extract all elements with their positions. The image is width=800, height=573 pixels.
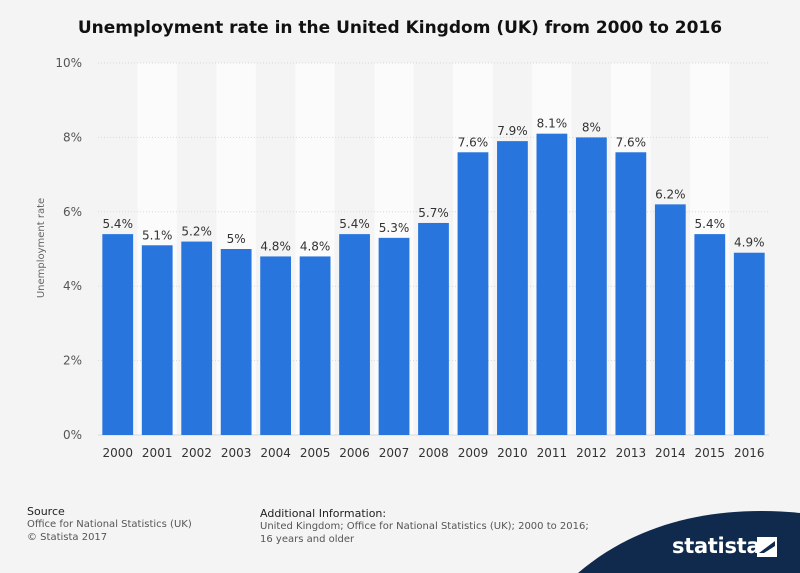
y-tick-label: 4% [63, 279, 82, 293]
bar-value-label: 6.2% [655, 187, 686, 201]
bar [339, 234, 370, 435]
x-tick-label: 2004 [260, 446, 291, 460]
x-tick-label: 2014 [655, 446, 686, 460]
bar-value-label: 4.9% [734, 236, 765, 250]
y-tick-labels: 0% 2% 4% 6% 8% 10% [55, 56, 82, 442]
chart-title: Unemployment rate in the United Kingdom … [77, 18, 723, 38]
bar [497, 141, 528, 435]
y-tick-label: 10% [55, 56, 82, 70]
bar [575, 137, 607, 435]
bar [181, 241, 213, 435]
bar-value-label: 7.6% [458, 135, 489, 149]
bar-value-label: 5.4% [102, 217, 133, 231]
bar [694, 234, 726, 435]
bar-value-label: 4.8% [300, 239, 331, 253]
source-heading: Source [27, 505, 65, 518]
footer-source: Source Office for National Statistics (U… [27, 505, 192, 544]
info-text-line2: 16 years and older [260, 534, 355, 545]
bar-value-label: 5.1% [142, 228, 173, 242]
x-tick-label: 2015 [695, 446, 726, 460]
y-tick-label: 6% [63, 205, 82, 219]
bar [654, 204, 686, 435]
x-tick-label: 2005 [300, 446, 331, 460]
x-tick-label: 2000 [102, 446, 133, 460]
x-tick-label: 2016 [734, 446, 765, 460]
bar [615, 152, 647, 435]
bars [102, 133, 765, 435]
x-tick-label: 2012 [576, 446, 607, 460]
x-tick-label: 2010 [497, 446, 528, 460]
y-tick-label: 8% [63, 130, 82, 144]
bar [418, 222, 449, 435]
info-text-line1: United Kingdom; Office for National Stat… [260, 521, 589, 532]
bar-value-labels: 5.4% 5.1% 5.2% 5% 4.8% 4.8% 5.4% 5.3% 5.7% 7.6% 7.… [102, 117, 764, 254]
bar-chart: 5.4% 5.1% 5.2% 5% 4.8% 4.8% 5.4% 5.3% 5.7% 7.6% 7.… [36, 56, 769, 460]
bar [141, 245, 173, 435]
x-tick-label: 2008 [418, 446, 449, 460]
bar [536, 133, 568, 435]
y-tick-label: 0% [63, 428, 82, 442]
bar [260, 256, 292, 435]
x-tick-label: 2001 [142, 446, 173, 460]
bar-value-label: 5.3% [379, 221, 410, 235]
bar-value-label: 8.1% [537, 117, 568, 131]
y-tick-label: 2% [63, 354, 82, 368]
y-axis-label: Unemployment rate [36, 198, 47, 298]
x-tick-labels: 2000 2001 2002 2003 2004 2005 2006 2007 2008 2009… [102, 446, 764, 460]
footer-additional-info: Additional Information: United Kingdom; … [260, 507, 589, 546]
bar-value-label: 4.8% [260, 239, 291, 253]
bar [378, 237, 410, 435]
bar-value-label: 5.2% [181, 225, 212, 239]
x-tick-label: 2009 [458, 446, 489, 460]
bar [733, 252, 765, 435]
x-tick-label: 2002 [181, 446, 212, 460]
x-tick-label: 2003 [221, 446, 252, 460]
statista-logo-icon [757, 537, 777, 557]
x-tick-label: 2011 [537, 446, 568, 460]
x-tick-label: 2007 [379, 446, 410, 460]
bar-value-label: 5% [227, 232, 246, 246]
bar-value-label: 8% [582, 120, 601, 134]
statista-logo[interactable]: statista [672, 534, 761, 558]
x-tick-label: 2013 [616, 446, 647, 460]
copyright-text: © Statista 2017 [27, 532, 108, 543]
bar [299, 256, 331, 435]
bar-value-label: 5.7% [418, 206, 449, 220]
bar-value-label: 5.4% [339, 217, 370, 231]
bar-value-label: 7.6% [616, 135, 647, 149]
x-tick-label: 2006 [339, 446, 370, 460]
bar [220, 249, 252, 435]
bar [102, 234, 134, 435]
bar-value-label: 5.4% [695, 217, 726, 231]
bar [457, 152, 489, 435]
source-text[interactable]: Office for National Statistics (UK) [27, 519, 192, 530]
info-heading: Additional Information: [260, 507, 387, 520]
bar-value-label: 7.9% [497, 124, 528, 138]
